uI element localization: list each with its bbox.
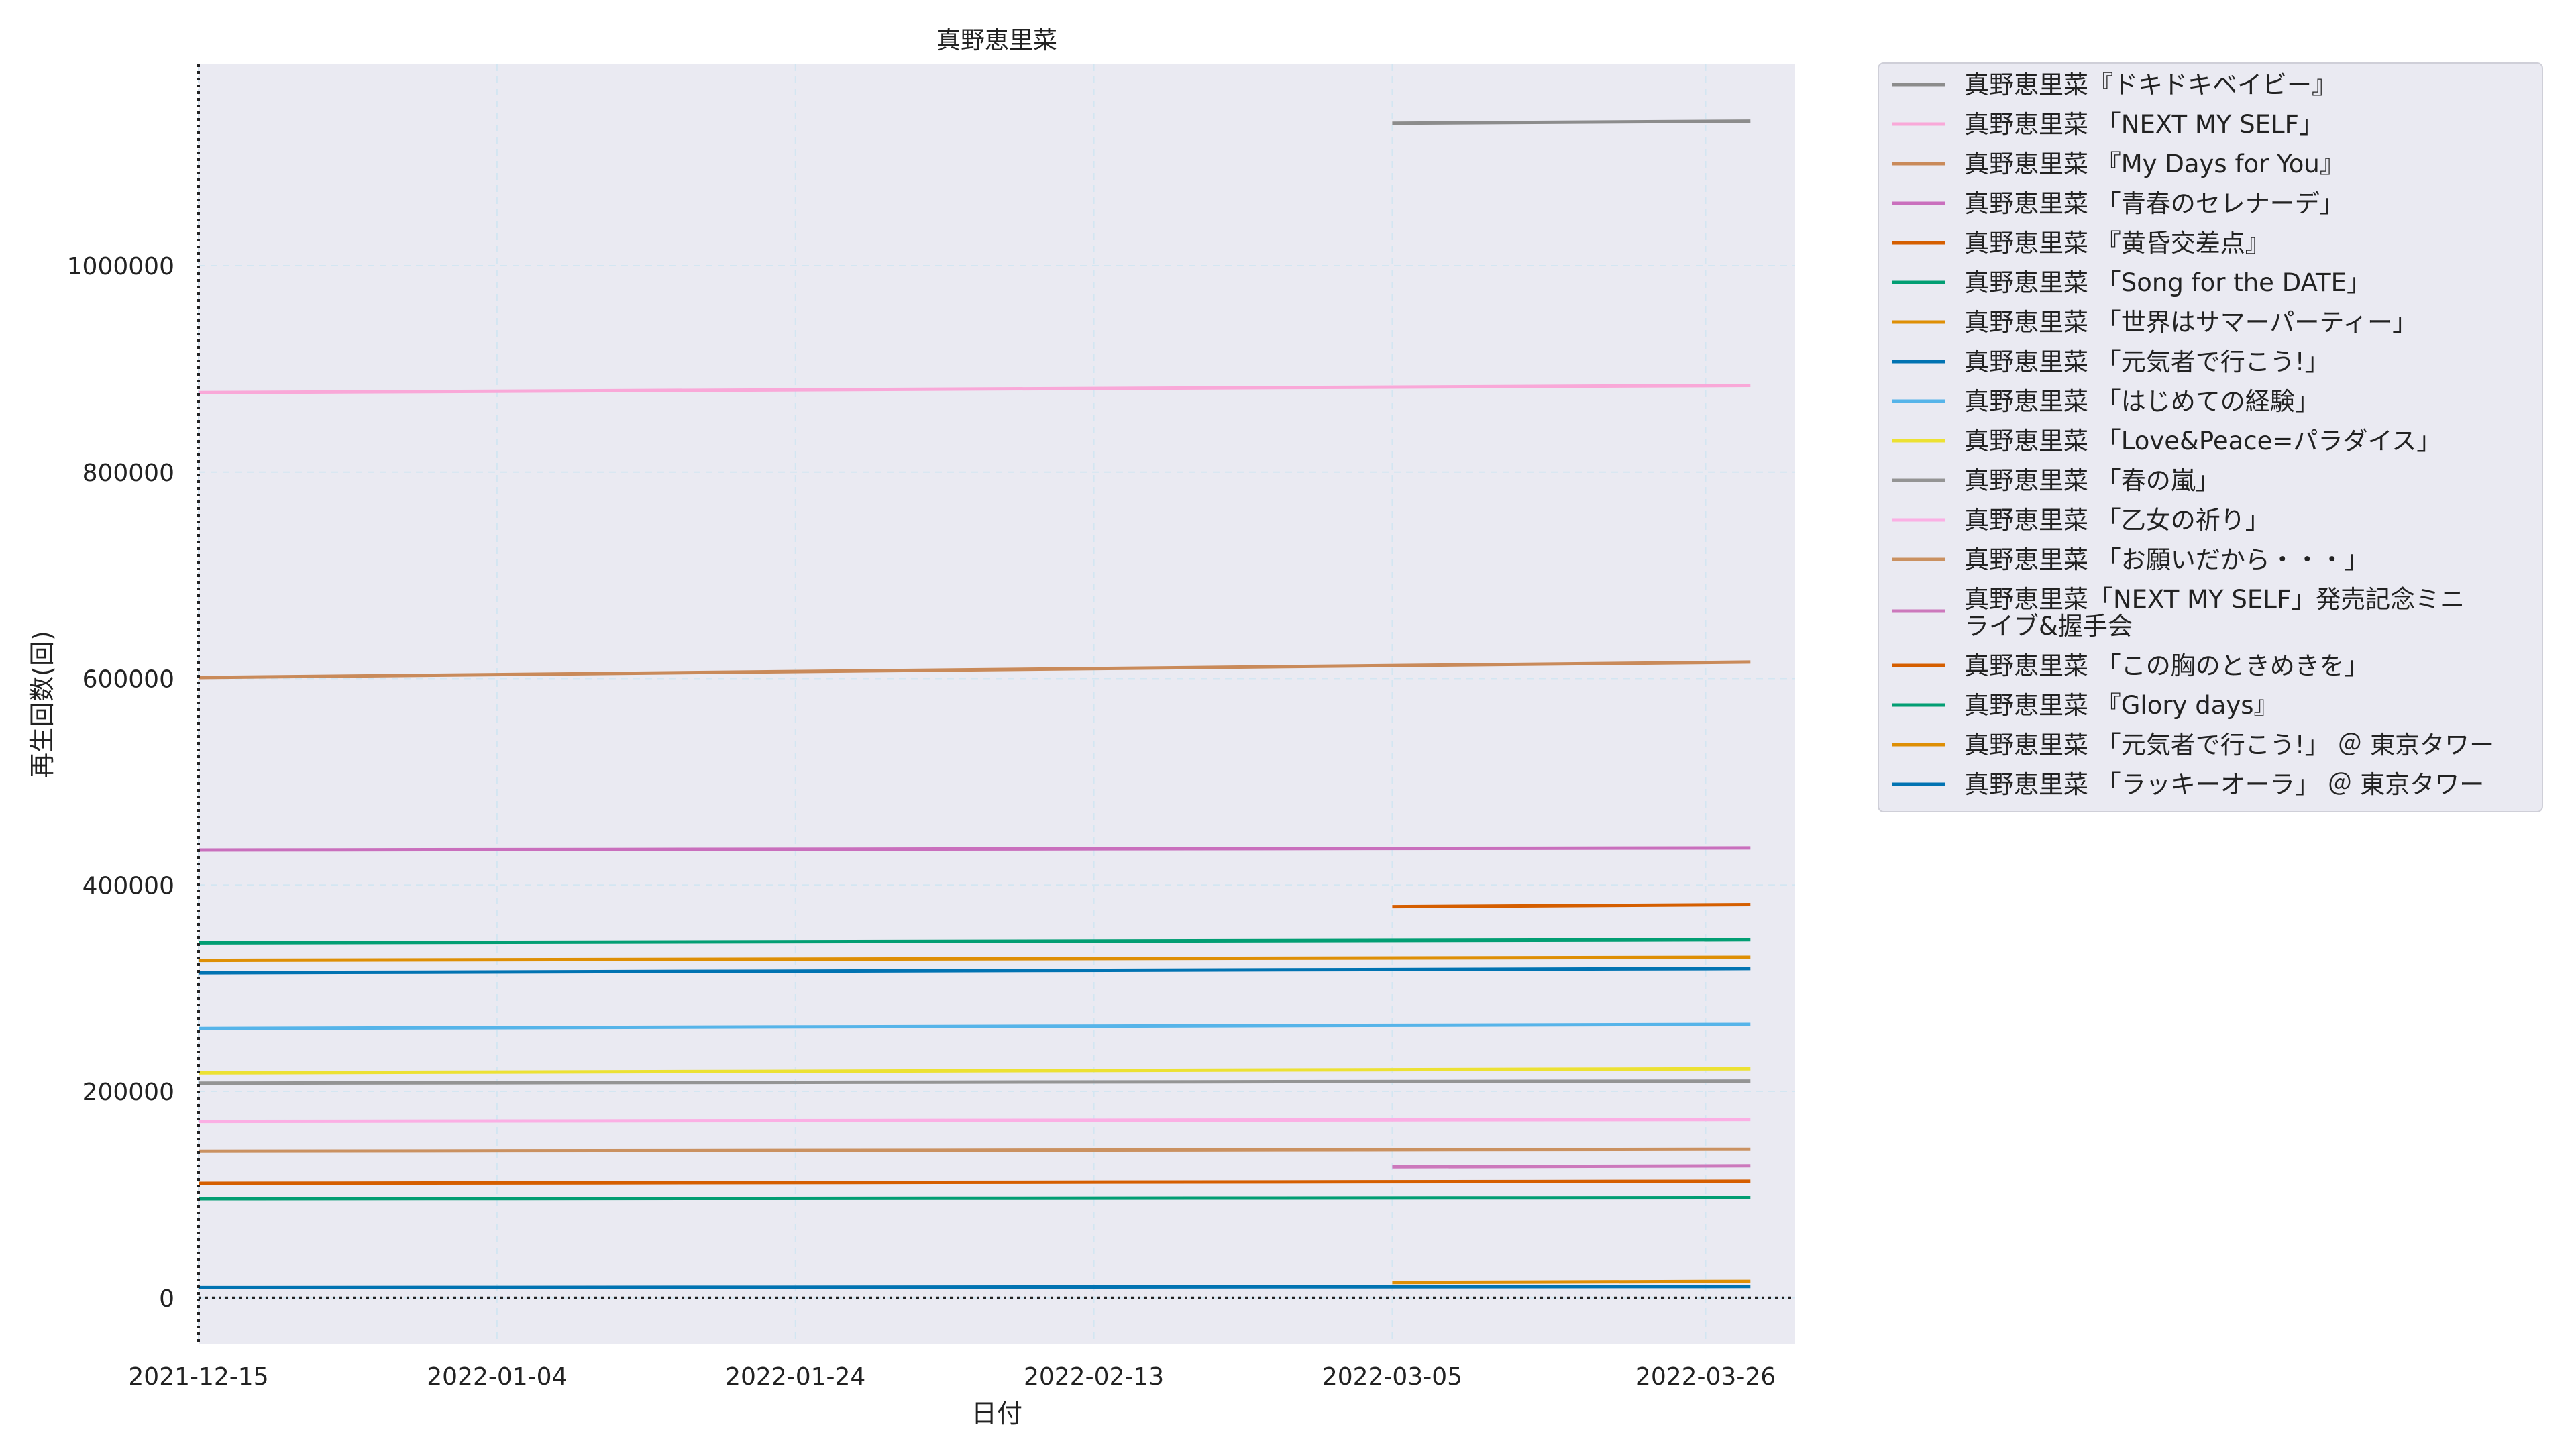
series-line — [198, 1179, 1751, 1185]
y-axis-label: 再生回数(回) — [28, 631, 57, 778]
x-axis-label: 日付 — [971, 1399, 1022, 1428]
series-line — [198, 1196, 1751, 1201]
legend-entry: 真野恵里菜『ドキドキベイビー』 — [1892, 70, 2337, 99]
x-tick-label: 2022-03-26 — [1635, 1363, 1776, 1391]
legend-label: 真野恵里菜 「NEXT MY SELF」 — [1964, 110, 2324, 139]
legend-entry: 真野恵里菜 「ラッキーオーラ」 ＠ 東京タワー — [1892, 770, 2484, 799]
legend-label: 真野恵里菜 『Glory days』 — [1964, 691, 2279, 720]
legend-label: 真野恵里菜 「Song for the DATE」 — [1964, 268, 2371, 297]
legend-label: 真野恵里菜 「はじめての経験」 — [1964, 387, 2320, 416]
y-tick-label: 0 — [159, 1285, 174, 1313]
legend-label: 真野恵里菜 『黄昏交差点』 — [1964, 229, 2270, 258]
legend-label: 真野恵里菜 「元気者で行こう!」 ＠ 東京タワー — [1964, 731, 2494, 759]
legend-label: 真野恵里菜「NEXT MY SELF」発売記念ミニ — [1964, 585, 2465, 614]
legend-label: ライブ&握手会 — [1964, 612, 2133, 641]
legend-entry: 真野恵里菜 「世界はサマーパーティー」 — [1892, 308, 2417, 337]
series-line — [1392, 119, 1751, 125]
series-line — [198, 938, 1751, 945]
plot-area — [199, 64, 1795, 1344]
series-line — [198, 1118, 1751, 1124]
grid — [198, 64, 1795, 1344]
legend-label: 真野恵里菜 「春の嵐」 — [1964, 466, 2220, 495]
legend-entry: 真野恵里菜 「Song for the DATE」 — [1892, 268, 2371, 297]
legend-entry: 真野恵里菜 『Glory days』 — [1892, 691, 2279, 720]
legend: 真野恵里菜『ドキドキベイビー』真野恵里菜 「NEXT MY SELF」真野恵里菜… — [1878, 62, 2543, 812]
series-line — [198, 384, 1751, 394]
series-line — [198, 1147, 1751, 1153]
legend-entry: 真野恵里菜 『黄昏交差点』 — [1892, 229, 2270, 258]
tick-labels: 2021-12-15 2022-01-04 2022-01-24 2022-02-13… — [67, 253, 1776, 1391]
legend-box — [1878, 62, 2543, 812]
series-line — [198, 660, 1751, 680]
legend-label: 真野恵里菜 「世界はサマーパーティー」 — [1964, 308, 2417, 337]
legend-label: 真野恵里菜 「お願いだから・・・」 — [1964, 545, 2369, 574]
legend-label: 真野恵里菜 「青春のセレナーデ」 — [1964, 189, 2345, 218]
legend-entry: 真野恵里菜 「はじめての経験」 — [1892, 387, 2320, 416]
legend-entry: 真野恵里菜 『My Days for You』 — [1892, 150, 2345, 178]
y-tick-label: 800000 — [83, 460, 174, 487]
legend-entry: 真野恵里菜 「乙女の祈り」 — [1892, 506, 2270, 535]
series-line — [198, 1285, 1751, 1289]
legend-entry: 真野恵里菜 「春の嵐」 — [1892, 466, 2220, 495]
y-tick-label: 200000 — [83, 1079, 174, 1106]
series-line — [198, 955, 1751, 963]
series-line — [198, 846, 1751, 852]
legend-label: 真野恵里菜 『My Days for You』 — [1964, 150, 2345, 178]
legend-entry: 真野恵里菜 「元気者で行こう!」 ＠ 東京タワー — [1892, 731, 2494, 759]
legend-entry: 真野恵里菜 「Love&Peace=パラダイス」 — [1892, 427, 2441, 455]
x-tick-label: 2022-03-05 — [1322, 1363, 1462, 1391]
legend-label: 真野恵里菜 「この胸のときめきを」 — [1964, 651, 2369, 680]
y-tick-label: 400000 — [83, 872, 174, 900]
y-tick-label: 600000 — [83, 666, 174, 694]
series-line — [198, 1022, 1751, 1030]
legend-label: 真野恵里菜『ドキドキベイビー』 — [1964, 70, 2337, 99]
series-line — [1392, 903, 1751, 909]
legend-entry: 真野恵里菜 「元気者で行こう!」 — [1892, 347, 2330, 376]
series-line — [198, 967, 1751, 975]
legend-entry: 真野恵里菜 「青春のセレナーデ」 — [1892, 189, 2345, 218]
series-line — [1392, 1164, 1751, 1169]
y-tick-label: 1000000 — [67, 253, 174, 280]
legend-entry: 真野恵里菜 「この胸のときめきを」 — [1892, 651, 2369, 680]
legend-entry: 真野恵里菜 「NEXT MY SELF」 — [1892, 110, 2324, 139]
series-line — [198, 1079, 1751, 1085]
series-line — [198, 1067, 1751, 1075]
x-tick-label: 2022-01-24 — [725, 1363, 865, 1391]
reference-lines — [197, 64, 1795, 1344]
legend-label: 真野恵里菜 「乙女の祈り」 — [1964, 506, 2270, 535]
x-tick-label: 2022-02-13 — [1024, 1363, 1164, 1391]
chart-title: 真野恵里菜 — [936, 27, 1057, 54]
legend-label: 真野恵里菜 「Love&Peace=パラダイス」 — [1964, 427, 2441, 455]
legend-entry: 真野恵里菜 「お願いだから・・・」 — [1892, 545, 2369, 574]
x-tick-label: 2022-01-04 — [427, 1363, 567, 1391]
legend-label: 真野恵里菜 「元気者で行こう!」 — [1964, 347, 2330, 376]
series-line — [1392, 1279, 1751, 1285]
series-lines — [198, 119, 1751, 1289]
legend-label: 真野恵里菜 「ラッキーオーラ」 ＠ 東京タワー — [1964, 770, 2484, 799]
x-tick-label: 2021-12-15 — [128, 1363, 268, 1391]
